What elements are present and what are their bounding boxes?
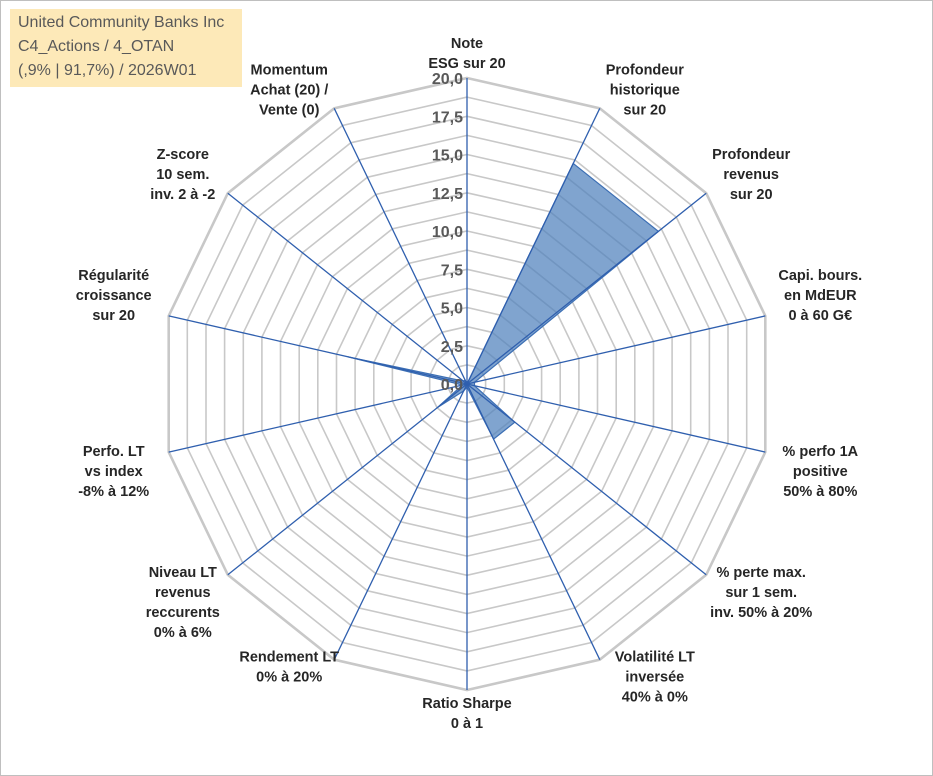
info-box: United Community Banks Inc C4_Actions / … [10, 9, 242, 87]
series-area-0 [347, 162, 660, 441]
axis-label-line: croissance [76, 288, 152, 304]
axis-label-line: Profondeur [606, 62, 684, 78]
tick-label: 17,5 [432, 109, 463, 126]
axis-label: Volatilité LT inversée 40% à 0% [615, 650, 695, 706]
tick-label: 10,0 [432, 224, 463, 241]
axis-label-line: historique [610, 82, 680, 98]
axis-label: Profondeur revenus sur 20 [712, 147, 790, 203]
axis-label: % perfo 1A positive 50% à 80% [782, 444, 858, 500]
tick-label: 5,0 [441, 301, 463, 318]
axis-label-line: 40% à 0% [622, 690, 688, 706]
info-line-3: (,9% | 91,7%) / 2026W01 [18, 62, 197, 79]
axis-label-line: Note [451, 36, 483, 52]
axis-label-line: Z-score [157, 147, 209, 163]
axis-label: Z-score 10 sem. inv. 2 à -2 [150, 147, 215, 203]
axis-label: % perte max. sur 1 sem. inv. 50% à 20% [710, 565, 812, 621]
axis-label-line: Volatilité LT [615, 650, 695, 666]
axis-spoke [227, 383, 468, 576]
axis-label-line: -8% à 12% [78, 484, 149, 500]
series-layer [347, 162, 660, 441]
label-layer: Note ESG sur 20 Profondeur historique sur 20… [76, 36, 862, 732]
info-line-1: United Community Banks Inc [18, 14, 225, 31]
axis-label-line: Achat (20) / [250, 82, 328, 98]
axis-spoke [466, 383, 766, 453]
axis-label-line: ESG sur 20 [428, 56, 505, 72]
spoke-layer [168, 78, 766, 690]
axis-label: Régularité croissance sur 20 [76, 268, 152, 324]
axis-label-line: Capi. bours. [778, 268, 862, 284]
axis-spoke [227, 192, 468, 385]
axis-label-line: % perte max. [716, 565, 805, 581]
axis-label-line: positive [793, 464, 848, 480]
axis-label-line: inv. 2 à -2 [150, 187, 215, 203]
axis-spoke [333, 108, 468, 385]
axis-spoke [168, 383, 468, 453]
axis-label-line: Profondeur [712, 147, 790, 163]
axis-label: Capi. bours. en MdEUR 0 à 60 G€ [778, 268, 862, 324]
axis-label-line: Vente (0) [259, 102, 320, 118]
axis-label-line: reccurents [146, 605, 220, 621]
axis-label-line: Rendement LT [239, 650, 339, 666]
tick-label: 2,5 [441, 339, 463, 356]
axis-label: Ratio Sharpe 0 à 1 [422, 696, 511, 732]
axis-label-line: Niveau LT [149, 565, 217, 581]
axis-label-line: 0 à 60 G€ [788, 308, 852, 324]
tick-label: 12,5 [432, 186, 463, 203]
axis-label: Niveau LT revenus reccurents 0% à 6% [146, 565, 220, 641]
axis-label-line: % perfo 1A [782, 444, 858, 460]
tick-label: 0,0 [441, 377, 463, 394]
axis-label-line: 10 sem. [156, 167, 209, 183]
axis-label: Profondeur historique sur 20 [606, 62, 684, 118]
axis-spoke [333, 383, 468, 660]
axis-label-line: inv. 50% à 20% [710, 605, 812, 621]
axis-spoke [168, 315, 468, 385]
axis-label-line: Momentum [251, 62, 328, 78]
axis-label-line: sur 1 sem. [725, 585, 797, 601]
axis-label-line: Régularité [78, 268, 149, 284]
axis-label-line: 0% à 20% [256, 670, 322, 686]
axis-spoke [466, 383, 707, 576]
axis-label-line: sur 20 [730, 187, 773, 203]
axis-label-line: Ratio Sharpe [422, 696, 511, 712]
axis-label-line: 0% à 6% [154, 625, 212, 641]
info-line-2: C4_Actions / 4_OTAN [18, 38, 175, 55]
axis-label: Note ESG sur 20 [428, 36, 505, 72]
axis-spoke [466, 108, 601, 385]
axis-label-line: Perfo. LT [83, 444, 145, 460]
axis-spoke [466, 315, 766, 385]
axis-label-line: revenus [723, 167, 779, 183]
axis-spoke [466, 192, 707, 385]
axis-label-line: sur 20 [92, 308, 135, 324]
axis-label-line: 0 à 1 [451, 716, 483, 732]
tick-label: 7,5 [441, 262, 463, 279]
tick-label: 15,0 [432, 148, 463, 165]
axis-label-line: vs index [85, 464, 143, 480]
axis-label: Perfo. LT vs index -8% à 12% [78, 444, 149, 500]
axis-label-line: en MdEUR [784, 288, 857, 304]
tick-label: 20,0 [432, 71, 463, 88]
axis-label: Momentum Achat (20) / Vente (0) [250, 62, 328, 118]
tick-layer: 0,0 2,5 5,0 7,5 10,0 12,5 15,0 17,5 20,0 [432, 71, 463, 394]
axis-spoke [466, 383, 601, 660]
axis-label-line: inversée [625, 670, 684, 686]
axis-label: Rendement LT 0% à 20% [239, 650, 339, 686]
axis-label-line: revenus [155, 585, 211, 601]
axis-label-line: sur 20 [623, 102, 666, 118]
axis-label-line: 50% à 80% [783, 484, 857, 500]
